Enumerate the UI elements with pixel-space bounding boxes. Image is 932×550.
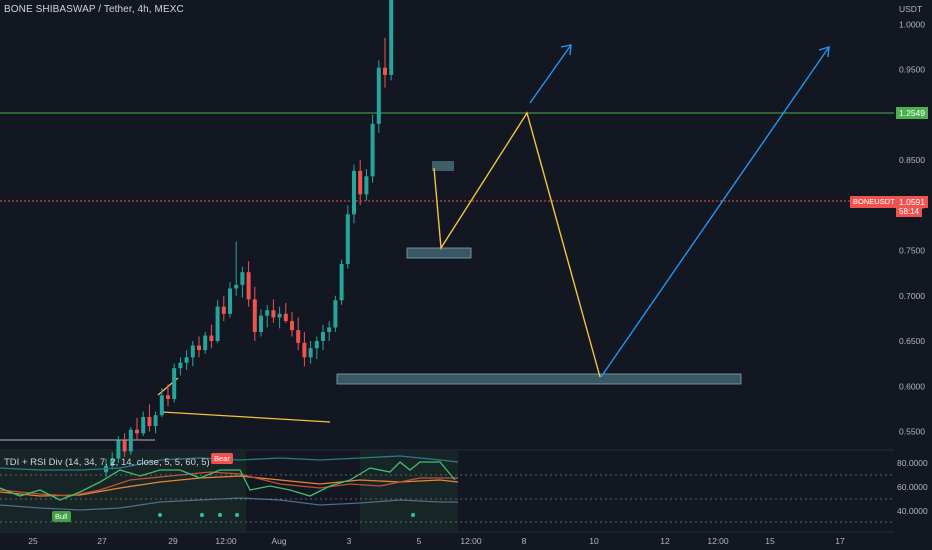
candle: [190, 341, 195, 367]
indicator-tick-label: 60.0000: [897, 482, 928, 492]
time-tick-label: 29: [168, 536, 178, 546]
time-tick-label: 12:00: [460, 536, 482, 546]
resistance-price-tag: 1.2549: [896, 107, 928, 119]
support-zone-upper[interactable]: [406, 247, 472, 259]
candle: [333, 295, 338, 332]
price-axis-unit: USDT: [899, 4, 923, 14]
candle: [321, 324, 325, 351]
candle: [290, 312, 294, 337]
grid: [0, 449, 894, 533]
candle: [302, 331, 307, 367]
time-tick-label: Aug: [271, 536, 286, 546]
price-tick-label: 0.6500: [899, 336, 925, 346]
candle: [159, 388, 164, 418]
price-candles[interactable]: [104, 0, 443, 477]
time-tick-label: 10: [589, 536, 599, 546]
candle: [203, 331, 208, 354]
candle: [352, 164, 356, 224]
target-arrow-long[interactable]: [600, 46, 830, 378]
candle: [345, 205, 350, 269]
projection-path[interactable]: [433, 111, 601, 378]
indicator-highlight-right: [360, 451, 458, 531]
support-zone-lower[interactable]: [336, 373, 742, 385]
candle: [246, 261, 251, 307]
price-tick-label: 0.7500: [899, 246, 925, 256]
time-tick-label: 5: [417, 536, 422, 546]
time-tick-label: 12:00: [707, 536, 729, 546]
candle: [283, 302, 288, 323]
candle: [128, 426, 133, 456]
candle: [178, 357, 183, 376]
candle: [364, 169, 369, 201]
candle: [389, 0, 394, 81]
price-tick-label: 0.8500: [899, 155, 925, 165]
time-tick-label: 17: [835, 536, 845, 546]
time-tick-label: 8: [522, 536, 527, 546]
last-price-tag: 1.0591: [896, 196, 928, 208]
candle: [197, 336, 201, 358]
candle: [209, 324, 214, 349]
price-tick-label: 0.5500: [899, 427, 925, 437]
candle: [153, 411, 158, 434]
target-arrow-short[interactable]: [529, 44, 572, 104]
candle: [147, 404, 152, 432]
candle: [184, 350, 189, 370]
candle: [339, 259, 344, 305]
indicator-levels: [0, 474, 894, 523]
candle: [122, 433, 127, 457]
candle: [166, 384, 170, 407]
candle: [259, 309, 263, 337]
candle: [370, 114, 375, 183]
candle: [116, 436, 121, 464]
candle: [172, 363, 177, 403]
indicator-tick-label: 40.0000: [897, 506, 928, 516]
candle: [221, 295, 226, 322]
consolidation-box[interactable]: [432, 161, 454, 171]
candle: [327, 321, 332, 341]
candle: [240, 266, 245, 298]
bear-divergence-badge: Bear: [211, 453, 233, 464]
price-tick-label: 0.9500: [899, 65, 925, 75]
candle: [215, 300, 220, 343]
price-axis[interactable]: [894, 0, 932, 550]
price-tick-label: 1.0000: [899, 19, 925, 29]
time-axis-ticks: 25 27 29 12:00 Aug 3 5 12:00 8 10 12 12:00 15 17: [28, 536, 845, 546]
candle: [376, 60, 381, 133]
candle: [234, 241, 239, 296]
indicator-title[interactable]: TDI + RSI Div (14, 34, 7, 2, 14, close, …: [4, 457, 210, 468]
candle: [141, 411, 146, 437]
indicator-axis-ticks: 80.0000 60.0000 40.0000: [897, 458, 928, 516]
candle: [277, 306, 282, 329]
candle: [358, 160, 363, 206]
price-tick-label: 0.6000: [899, 381, 925, 391]
time-tick-label: 15: [765, 536, 775, 546]
candle: [135, 417, 139, 441]
candle: [228, 282, 232, 318]
time-tick-label: 25: [28, 536, 38, 546]
candle: [252, 286, 257, 341]
time-tick-label: 3: [347, 536, 352, 546]
time-tick-label: 12:00: [215, 536, 237, 546]
candle: [383, 37, 387, 88]
base-trendline[interactable]: [161, 411, 331, 423]
candle: [308, 341, 313, 364]
candle: [296, 317, 301, 351]
time-tick-label: 27: [97, 536, 107, 546]
candle: [110, 452, 115, 470]
divergence-dots: [158, 513, 415, 517]
bull-divergence-badge: Bull: [52, 511, 71, 522]
candle: [265, 304, 270, 328]
candle: [314, 336, 319, 360]
chart-title[interactable]: BONE SHIBASWAP / Tether, 4h, MEXC: [4, 4, 184, 15]
price-tick-label: 0.7000: [899, 291, 925, 301]
candle: [271, 299, 276, 323]
symbol-tag: BONEUSDT: [850, 196, 898, 208]
indicator-tick-label: 80.0000: [897, 458, 928, 468]
tdi-lines: [0, 455, 459, 511]
time-tick-label: 12: [660, 536, 670, 546]
countdown-tag: 58:14: [896, 207, 923, 217]
